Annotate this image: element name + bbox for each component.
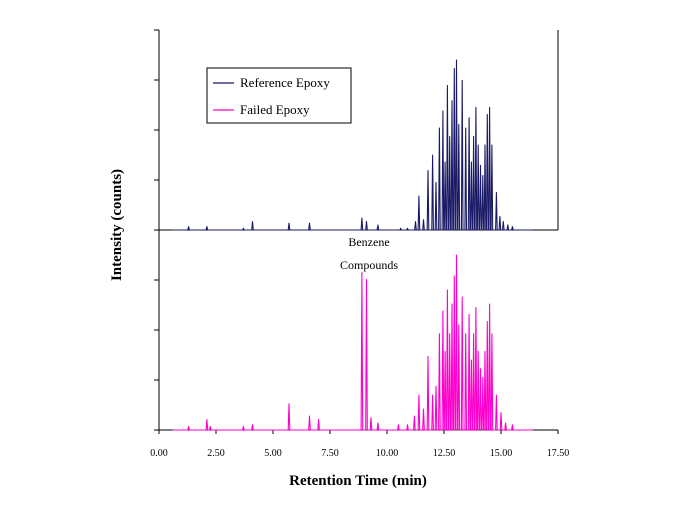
x-tick-label: 12.50	[433, 448, 456, 459]
x-axis-title: Retention Time (min)	[289, 473, 427, 489]
x-tick-label: 17.50	[547, 448, 570, 459]
legend-label-reference: Reference Epoxy	[240, 75, 330, 90]
x-tick-label: 15.00	[490, 448, 513, 459]
annotation-compounds: Compounds	[340, 258, 398, 272]
x-tick-label: 5.00	[264, 448, 282, 459]
y-axis-title: Intensity (counts)	[109, 169, 125, 281]
series-line-failed-epoxy	[172, 254, 533, 431]
legend-label-failed: Failed Epoxy	[240, 102, 310, 117]
legend-box	[206, 67, 352, 124]
x-tick-label: 2.50	[207, 448, 225, 459]
x-tick-label: 0.00	[150, 448, 168, 459]
series-layer	[172, 59, 533, 431]
x-tick-label: 7.50	[321, 448, 339, 459]
legend: Reference Epoxy Failed Epoxy	[206, 67, 352, 124]
x-tick-label: 10.00	[376, 448, 399, 459]
x-axis-ticks	[158, 430, 559, 434]
x-axis-tick-labels: 0.00 2.50 5.00 7.50 10.00 12.50 15.00 17.50	[150, 448, 569, 459]
annotation-benzene: Benzene	[348, 235, 389, 249]
y-axis-ticks	[154, 29, 159, 431]
series-line-reference-epoxy	[172, 59, 533, 231]
